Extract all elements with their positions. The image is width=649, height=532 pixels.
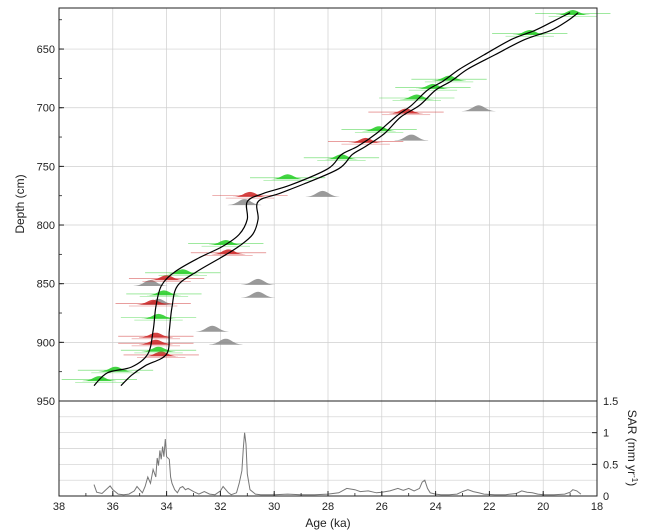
outlier-date-distribution [144, 351, 178, 357]
rejected-date-distribution [195, 325, 230, 332]
age-depth-envelope [93, 12, 579, 387]
axes: 38 36 34 32 30 28 26 24 22 20 18 650 700 750 800 850 900… [37, 19, 618, 513]
accepted-date-distribution [432, 75, 466, 81]
sar-axis-label: SAR (mm yr-1) [625, 410, 639, 486]
accepted-date-distribution [324, 154, 359, 160]
sar-panel [93, 432, 582, 496]
outlier-date-distribution [211, 249, 246, 255]
sar-line [93, 432, 582, 496]
age-depth-envelope-older-line [93, 12, 571, 387]
accepted-date-distribution [82, 376, 117, 382]
radiocarbon-dates [61, 10, 611, 383]
depth-axis-label: Depth (cm) [13, 174, 27, 233]
sar-axis-label-end: ) [625, 482, 639, 486]
accepted-date-distribution [556, 10, 590, 15]
x-tick-label: 18 [591, 501, 603, 513]
rejected-date-distribution [305, 190, 340, 197]
outlier-date-distribution [139, 339, 173, 345]
accepted-date-distribution [147, 290, 181, 296]
sar-axis-label-main: SAR (mm yr [625, 410, 639, 475]
rejected-date-distribution [133, 280, 168, 286]
rejected-date-distribution [461, 105, 496, 112]
sar-tick-label: 0 [603, 491, 609, 503]
depth-tick-label: 650 [37, 44, 55, 56]
x-tick-label: 34 [160, 501, 172, 513]
depth-tick-label: 750 [37, 161, 55, 173]
rejected-date-distribution [241, 278, 275, 285]
x-tick-label: 32 [214, 501, 226, 513]
x-tick-label: 36 [107, 501, 119, 513]
depth-tick-label: 850 [37, 279, 55, 291]
x-axis-label: Age (ka) [305, 516, 350, 530]
x-tick-label: 38 [53, 501, 65, 513]
sar-tick-label: 1 [603, 428, 609, 440]
sar-axis-label-sup: -1 [630, 475, 639, 483]
outlier-date-distribution [389, 108, 423, 114]
accepted-date-distribution [141, 313, 176, 319]
depth-tick-label: 800 [37, 220, 55, 232]
accepted-date-distribution [141, 346, 176, 352]
rejected-date-distribution [394, 134, 429, 141]
age-depth-envelope-younger-line [120, 12, 579, 387]
grid [59, 8, 597, 496]
depth-tick-label: 950 [37, 396, 55, 408]
x-tick-label: 30 [268, 501, 280, 513]
rejected-date-distribution [241, 291, 275, 298]
outlier-date-distribution [149, 275, 184, 281]
x-tick-label: 24 [429, 501, 441, 513]
accepted-date-distribution [165, 269, 200, 275]
accepted-date-distribution [270, 174, 305, 180]
depth-tick-label: 900 [37, 337, 55, 349]
outlier-date-distribution [136, 299, 170, 305]
outlier-date-distribution [139, 332, 173, 338]
x-tick-label: 20 [537, 501, 549, 513]
rejected-date-distribution [209, 338, 243, 345]
sar-tick-label: 1.5 [603, 396, 618, 408]
accepted-date-distribution [400, 94, 434, 100]
rejected-date-distribution [227, 199, 262, 206]
x-tick-label: 26 [376, 501, 388, 513]
accepted-date-distribution [209, 240, 243, 245]
x-tick-label: 22 [483, 501, 495, 513]
depth-tick-label: 700 [37, 103, 55, 115]
sar-tick-label: 0.5 [603, 459, 618, 471]
x-tick-label: 28 [322, 501, 334, 513]
accepted-date-distribution [98, 366, 133, 372]
